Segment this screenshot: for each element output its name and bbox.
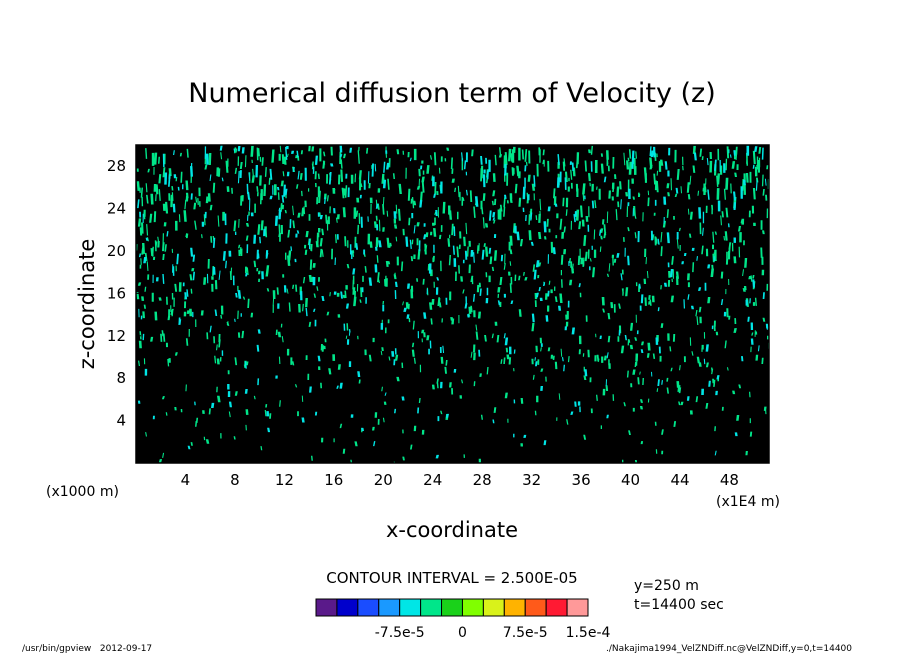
x-axis-label: x-coordinate: [386, 518, 518, 542]
colorbar-tick-label: 1.5e-4: [566, 625, 611, 641]
colorbar-swatch: [524, 598, 547, 617]
x-axis-ticks: 4 8 12 16 20 24 28 32 36 40 44 48: [181, 458, 739, 489]
y-axis-label: z-coordinate: [75, 239, 99, 370]
colorbar-swatch: [378, 598, 401, 617]
y-slice-label: y=250 m: [634, 578, 699, 594]
colorbar-swatch: [420, 598, 443, 617]
x-tick-label: 28: [473, 471, 492, 489]
y-tick-label: 12: [107, 327, 126, 345]
x-tick-label: 40: [621, 471, 640, 489]
x-tick-label: 24: [423, 471, 442, 489]
colorbar: [315, 598, 589, 617]
colorbar-swatch: [336, 598, 359, 617]
colorbar-tick-label: -7.5e-5: [375, 625, 425, 641]
plot-background: [136, 145, 769, 463]
colorbar-swatch: [461, 598, 484, 617]
colorbar-swatch: [482, 598, 505, 617]
y-tick-label: 4: [116, 412, 126, 430]
footer-left: /usr/bin/gpview 2012-09-17: [22, 644, 152, 654]
x-tick-label: 48: [720, 471, 739, 489]
x-tick-label: 32: [522, 471, 541, 489]
colorbar-tick-label: 0: [458, 625, 467, 641]
field-region-strong: [137, 145, 769, 459]
colorbar-swatch: [545, 598, 568, 617]
colorbar-swatch: [566, 598, 589, 617]
y-axis-ticks: 4 8 12 16 20 24 28: [107, 157, 141, 430]
colorbar-swatch: [315, 598, 338, 617]
contour-interval: CONTOUR INTERVAL = 2.500E-05: [326, 569, 577, 587]
x-tick-label: 36: [572, 471, 591, 489]
x-unit-left: (x1000 m): [46, 484, 119, 500]
y-tick-label: 28: [107, 157, 126, 175]
y-tick-label: 20: [107, 242, 126, 260]
x-tick-label: 4: [181, 471, 191, 489]
x-tick-label: 44: [670, 471, 689, 489]
colorbar-swatch: [441, 598, 463, 617]
colorbar-swatch: [399, 598, 422, 617]
footer-right: ./Nakajima1994_VelZNDiff.nc@VelZNDiff,y=…: [606, 644, 852, 654]
time-label: t=14400 sec: [634, 597, 724, 613]
x-tick-label: 8: [230, 471, 240, 489]
x-tick-label: 20: [374, 471, 393, 489]
colorbar-swatch: [503, 598, 526, 617]
chart-title: Numerical diffusion term of Velocity (z): [188, 78, 716, 109]
plot-area: [135, 144, 770, 464]
field-region-positive: [136, 145, 769, 463]
colorbar-swatch: [357, 598, 380, 617]
x-tick-label: 16: [324, 471, 343, 489]
y-tick-label: 24: [107, 200, 126, 218]
y-tick-label: 16: [107, 284, 126, 302]
colorbar-tick-label: 7.5e-5: [503, 625, 548, 641]
plot-frame: [135, 144, 770, 464]
field-pattern: [136, 145, 769, 463]
x-tick-label: 12: [275, 471, 294, 489]
colorbar-tick-labels: -7.5e-5 0 7.5e-5 1.5e-4: [375, 625, 611, 641]
x-unit-right: (x1E4 m): [716, 494, 780, 510]
y-tick-label: 8: [116, 369, 126, 387]
